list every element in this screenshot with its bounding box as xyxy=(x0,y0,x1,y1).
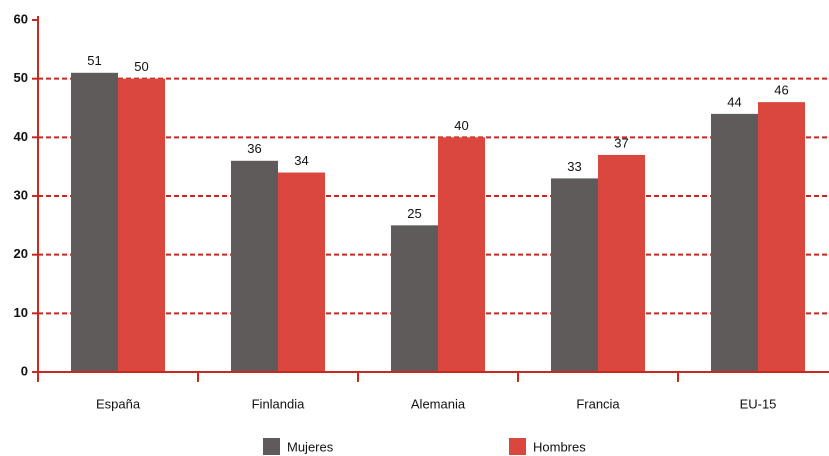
bar xyxy=(231,160,278,372)
bar xyxy=(71,72,118,373)
y-tick-label: 0 xyxy=(21,363,28,378)
x-tick-label: Alemania xyxy=(411,396,466,411)
data-label: 44 xyxy=(727,94,741,109)
bar xyxy=(551,178,598,372)
x-tick-label: Francia xyxy=(576,396,620,411)
bar xyxy=(391,225,438,372)
data-label: 46 xyxy=(774,83,788,98)
x-tick-label: Finlandia xyxy=(252,396,306,411)
bar xyxy=(758,102,805,372)
data-label: 51 xyxy=(87,53,101,68)
bar xyxy=(118,78,165,373)
data-label: 37 xyxy=(614,135,628,150)
legend-label: Mujeres xyxy=(287,439,334,454)
data-label: 33 xyxy=(567,159,581,174)
bar xyxy=(711,113,758,372)
x-tick-label: EU-15 xyxy=(740,396,777,411)
bar xyxy=(598,154,645,372)
bar xyxy=(278,172,325,372)
data-label: 25 xyxy=(407,206,421,221)
y-tick-label: 50 xyxy=(14,70,28,85)
data-label: 40 xyxy=(454,118,468,133)
legend-swatch xyxy=(509,438,526,455)
y-tick-label: 20 xyxy=(14,246,28,261)
legend-swatch xyxy=(263,438,280,455)
data-label: 50 xyxy=(134,59,148,74)
y-tick-label: 40 xyxy=(14,129,28,144)
bar xyxy=(438,137,485,372)
legend-label: Hombres xyxy=(533,439,586,454)
data-label: 36 xyxy=(247,141,261,156)
x-tick-label: España xyxy=(96,396,141,411)
y-tick-label: 60 xyxy=(14,11,28,26)
y-tick-label: 10 xyxy=(14,305,28,320)
y-tick-label: 30 xyxy=(14,187,28,202)
data-label: 34 xyxy=(294,153,308,168)
